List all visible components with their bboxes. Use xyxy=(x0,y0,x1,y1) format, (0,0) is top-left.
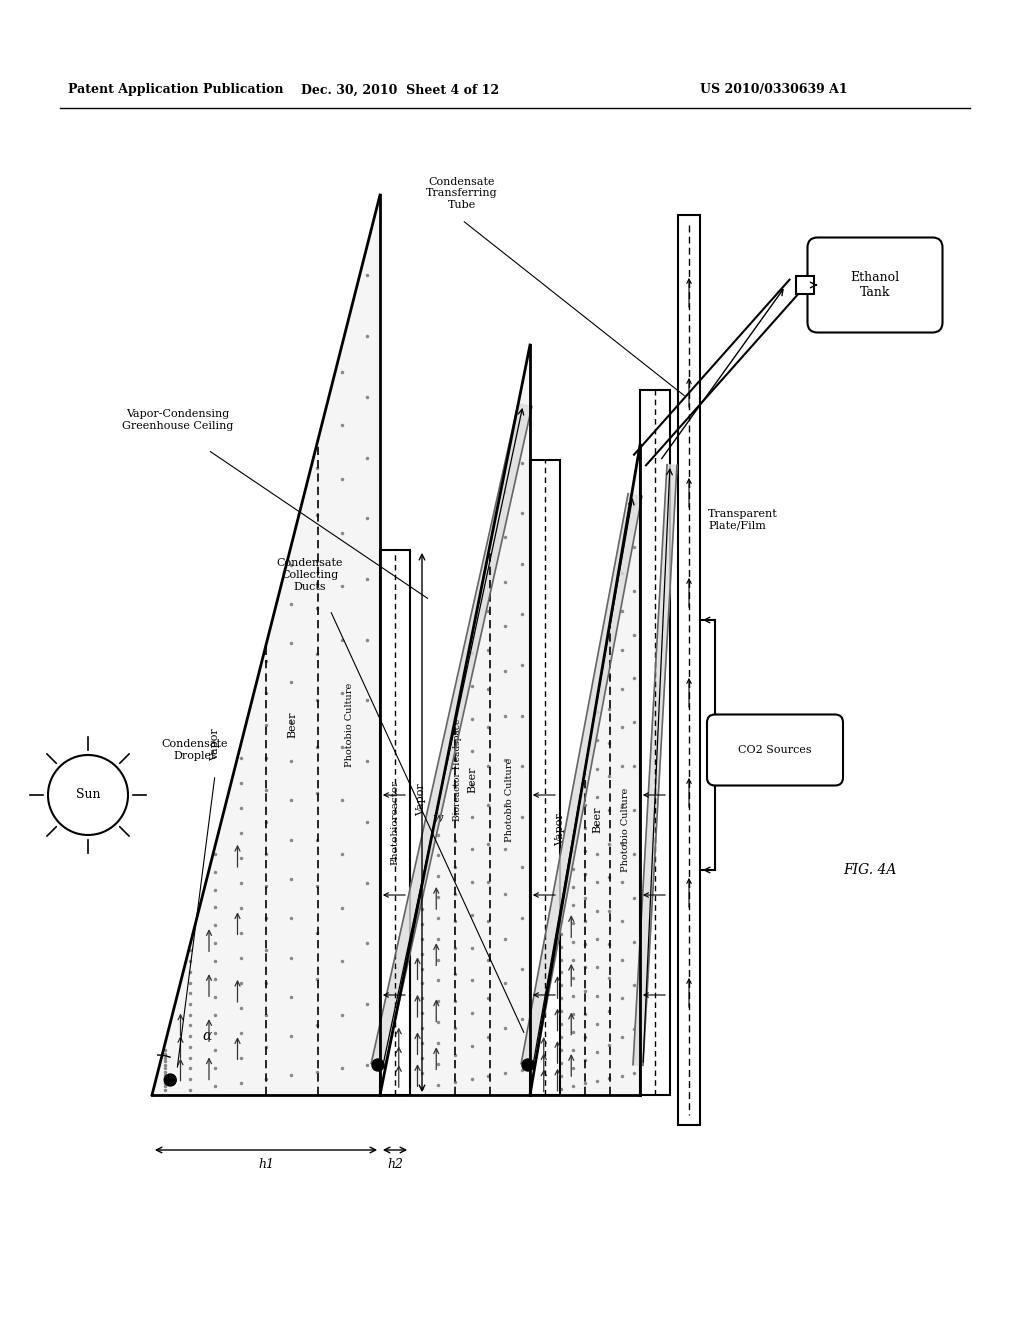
Circle shape xyxy=(372,1059,384,1071)
Text: Photobio Culture: Photobio Culture xyxy=(505,758,514,842)
FancyBboxPatch shape xyxy=(707,714,843,785)
Text: Ethanol
Tank: Ethanol Tank xyxy=(851,271,899,300)
Text: Sun: Sun xyxy=(76,788,100,801)
FancyBboxPatch shape xyxy=(808,238,942,333)
Text: Photobio Culture: Photobio Culture xyxy=(621,788,630,873)
Polygon shape xyxy=(152,195,380,1096)
Polygon shape xyxy=(640,389,670,1096)
Text: α: α xyxy=(203,1030,212,1043)
Polygon shape xyxy=(521,494,642,1067)
Text: Dec. 30, 2010  Sheet 4 of 12: Dec. 30, 2010 Sheet 4 of 12 xyxy=(301,83,499,96)
Text: Beer: Beer xyxy=(467,767,477,793)
Text: US 2010/0330639 A1: US 2010/0330639 A1 xyxy=(700,83,848,96)
Text: Condensate
Collecting
Ducts: Condensate Collecting Ducts xyxy=(276,558,343,591)
Text: Vapor: Vapor xyxy=(555,813,565,846)
Polygon shape xyxy=(678,215,700,1125)
Circle shape xyxy=(522,1059,534,1071)
Polygon shape xyxy=(380,345,530,1096)
Text: Patent Application Publication: Patent Application Publication xyxy=(68,83,284,96)
Text: CO2 Sources: CO2 Sources xyxy=(738,744,812,755)
Text: w: w xyxy=(432,813,442,825)
Text: h1: h1 xyxy=(258,1158,274,1171)
Text: Photobioreactor: Photobioreactor xyxy=(390,780,399,865)
Text: Vapor-Condensing
Greenhouse Ceiling: Vapor-Condensing Greenhouse Ceiling xyxy=(122,409,233,430)
Text: Beer: Beer xyxy=(287,711,297,738)
Text: FIG. 4A: FIG. 4A xyxy=(844,863,897,876)
Circle shape xyxy=(164,1074,176,1086)
Text: Vapor: Vapor xyxy=(210,729,220,762)
Polygon shape xyxy=(796,276,813,294)
Text: Bioreactor Headspace: Bioreactor Headspace xyxy=(454,719,463,821)
Text: Transparent
Plate/Film: Transparent Plate/Film xyxy=(708,510,778,531)
Text: Vapor: Vapor xyxy=(416,784,426,816)
Text: Beer: Beer xyxy=(593,807,603,833)
Text: Condensate
Transferring
Tube: Condensate Transferring Tube xyxy=(426,177,498,210)
Polygon shape xyxy=(633,465,677,1065)
Polygon shape xyxy=(371,404,531,1067)
Circle shape xyxy=(48,755,128,836)
Text: h2: h2 xyxy=(387,1158,403,1171)
Polygon shape xyxy=(530,445,640,1096)
Text: Condensate
Droplet: Condensate Droplet xyxy=(162,739,228,760)
Polygon shape xyxy=(380,550,410,1096)
Text: Photobio Culture: Photobio Culture xyxy=(345,682,353,767)
Polygon shape xyxy=(530,459,560,1096)
